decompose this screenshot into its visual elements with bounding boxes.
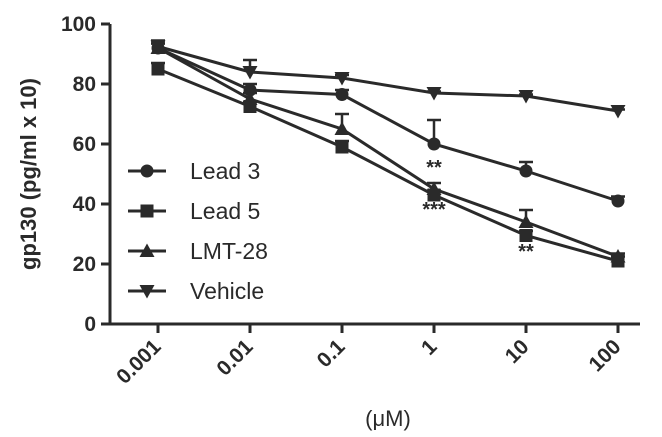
y-tick-label: 80 bbox=[73, 73, 96, 96]
significance-label: ** bbox=[518, 241, 534, 263]
data-point-vehicle bbox=[518, 90, 534, 104]
series-line-lmt-28 bbox=[157, 46, 619, 258]
legend-item-lead-3: Lead 3 bbox=[128, 158, 260, 184]
x-tick-label: 0.1 bbox=[313, 335, 350, 372]
x-ticks-layer: 0.001 0.01 0.1 1 10 100 bbox=[112, 324, 626, 389]
x-tick-label: 10 bbox=[501, 335, 534, 368]
legend-item-lead-5: Lead 5 bbox=[128, 198, 260, 224]
y-tick-label: 100 bbox=[61, 13, 96, 36]
x-tick-label: 0.001 bbox=[112, 335, 166, 389]
data-point-lmt-28 bbox=[334, 121, 350, 135]
legend-marker-vehicle bbox=[139, 285, 155, 299]
y-tick-label: 60 bbox=[73, 133, 96, 156]
data-point-lmt-28 bbox=[610, 249, 626, 263]
legend-label-lmt-28: LMT-28 bbox=[190, 238, 268, 264]
y-tick-label: 40 bbox=[73, 193, 96, 216]
data-point-lead-5 bbox=[335, 140, 349, 154]
legend-item-vehicle: Vehicle bbox=[128, 278, 264, 304]
x-axis-title: (μM) bbox=[365, 406, 411, 431]
series-line-vehicle bbox=[157, 45, 619, 113]
data-point-lmt-28 bbox=[426, 181, 442, 195]
significance-label: ** bbox=[426, 157, 442, 179]
data-point-lead-5 bbox=[151, 62, 165, 76]
data-point-lmt-28 bbox=[518, 214, 534, 228]
data-point-lead-5 bbox=[519, 229, 533, 242]
annotations-layer: ******* bbox=[422, 157, 534, 263]
x-tick-label: 0.01 bbox=[212, 335, 257, 380]
series-lmt-28 bbox=[150, 40, 626, 263]
y-tick-label: 20 bbox=[73, 253, 96, 276]
legend-item-lmt-28: LMT-28 bbox=[128, 238, 268, 264]
legend: Lead 3 Lead 5 LMT-28 Vehicle bbox=[128, 158, 268, 304]
data-point-vehicle bbox=[150, 40, 166, 54]
series-line-lead-3 bbox=[157, 46, 619, 203]
data-point-lmt-28 bbox=[242, 91, 258, 105]
data-point-lead-3 bbox=[519, 164, 533, 178]
series-layer bbox=[150, 39, 626, 268]
data-point-vehicle bbox=[334, 72, 350, 86]
data-point-vehicle bbox=[242, 66, 258, 80]
legend-label-lead-5: Lead 5 bbox=[190, 198, 260, 224]
series-line-lead-5 bbox=[157, 67, 619, 263]
data-point-vehicle bbox=[610, 105, 626, 119]
series-vehicle bbox=[150, 39, 626, 119]
data-point-lead-3 bbox=[611, 194, 625, 208]
legend-label-lead-3: Lead 3 bbox=[190, 158, 260, 184]
series-lead-5 bbox=[151, 61, 625, 268]
axes-layer bbox=[108, 24, 640, 326]
legend-marker-lead-5 bbox=[140, 204, 154, 218]
data-point-lead-3 bbox=[335, 88, 349, 101]
data-point-vehicle bbox=[426, 87, 442, 101]
significance-label: *** bbox=[422, 199, 446, 221]
legend-marker-lead-3 bbox=[140, 164, 154, 178]
x-tick-label: 100 bbox=[584, 335, 625, 376]
y-ticks-layer: 0 20 40 60 80 100 bbox=[61, 13, 110, 336]
y-tick-label: 0 bbox=[84, 313, 96, 336]
legend-marker-lmt-28 bbox=[139, 243, 155, 257]
x-tick-label: 1 bbox=[417, 335, 442, 360]
data-point-lead-3 bbox=[427, 137, 441, 151]
legend-label-vehicle: Vehicle bbox=[190, 278, 264, 304]
y-axis-title: gp130 (pg/ml x 10) bbox=[16, 78, 41, 270]
